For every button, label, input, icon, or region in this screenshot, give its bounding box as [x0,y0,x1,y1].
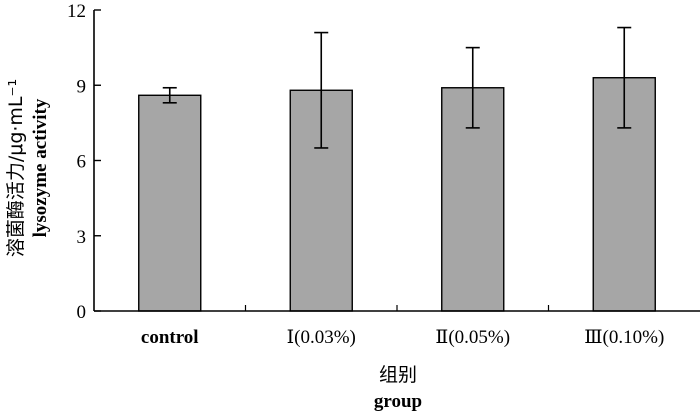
plot-area [138,26,656,312]
x-tick-label: control [141,327,199,348]
y-tick-label: 9 [77,76,87,97]
y-axis-title-en: lysozyme activity [30,98,51,237]
x-tick-label: Ⅱ(0.05%) [435,327,510,348]
y-tick-label: 3 [77,227,87,248]
y-tick-label: 0 [77,302,87,323]
x-axis-title-en: group [374,391,422,412]
y-axis-title-cn: 溶菌酶活力/μg·mL⁻¹ [5,79,27,257]
y-tick-label: 6 [77,152,87,173]
y-tick-label: 12 [67,1,86,22]
x-axis-title-cn: 组别 [379,364,417,386]
x-tick-label: Ⅲ(0.10%) [584,327,664,348]
x-tick-label: Ⅰ(0.03%) [287,327,356,348]
bar [138,94,202,312]
labels: 0 3 6 9 12 control Ⅰ(0.03%) Ⅱ(0.05%) Ⅲ(0.10%) [67,1,664,348]
axes [93,9,700,312]
